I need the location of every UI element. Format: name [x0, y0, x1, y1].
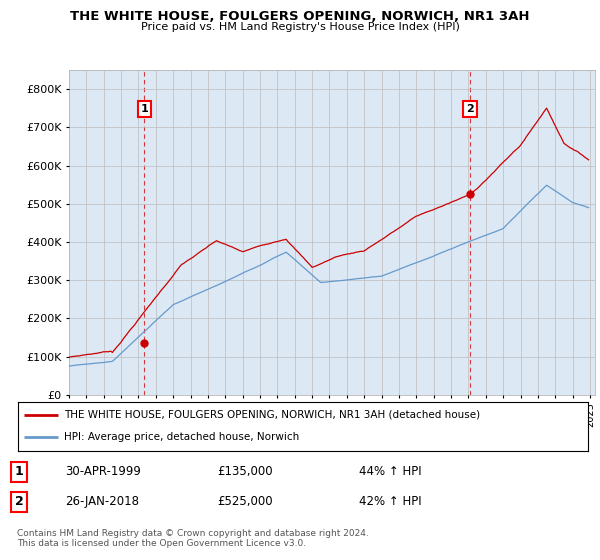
Text: 1: 1 — [14, 465, 23, 478]
Text: 2: 2 — [14, 496, 23, 508]
Text: £525,000: £525,000 — [218, 496, 274, 508]
Text: 30-APR-1999: 30-APR-1999 — [65, 465, 140, 478]
Text: 2: 2 — [466, 104, 474, 114]
Text: 42% ↑ HPI: 42% ↑ HPI — [359, 496, 421, 508]
Text: Contains HM Land Registry data © Crown copyright and database right 2024.
This d: Contains HM Land Registry data © Crown c… — [17, 529, 368, 548]
Text: HPI: Average price, detached house, Norwich: HPI: Average price, detached house, Norw… — [64, 432, 299, 442]
Text: 44% ↑ HPI: 44% ↑ HPI — [359, 465, 421, 478]
Text: Price paid vs. HM Land Registry's House Price Index (HPI): Price paid vs. HM Land Registry's House … — [140, 22, 460, 32]
Text: 1: 1 — [140, 104, 148, 114]
Text: £135,000: £135,000 — [218, 465, 274, 478]
Text: THE WHITE HOUSE, FOULGERS OPENING, NORWICH, NR1 3AH: THE WHITE HOUSE, FOULGERS OPENING, NORWI… — [70, 10, 530, 22]
Text: THE WHITE HOUSE, FOULGERS OPENING, NORWICH, NR1 3AH (detached house): THE WHITE HOUSE, FOULGERS OPENING, NORWI… — [64, 410, 480, 420]
Text: 26-JAN-2018: 26-JAN-2018 — [65, 496, 139, 508]
